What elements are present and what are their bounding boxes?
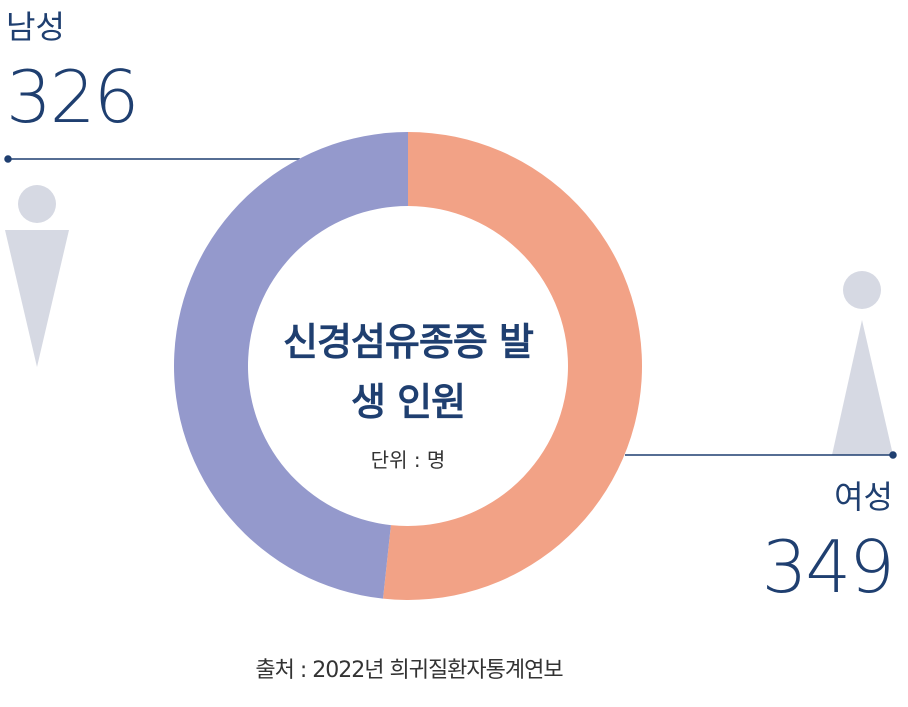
value-label: 326 bbox=[6, 55, 137, 139]
leader-lines bbox=[4, 155, 897, 459]
category-label: 여성 bbox=[834, 478, 893, 516]
female-icon bbox=[832, 271, 893, 455]
source: 출처 : 2022년 희귀질환자통계연보 bbox=[255, 658, 563, 683]
unit-note: 단위 : 명 bbox=[370, 448, 446, 472]
male-icon bbox=[5, 185, 69, 367]
donut-slice bbox=[382, 132, 642, 600]
value-label: 349 bbox=[762, 525, 893, 609]
category-label: 남성 bbox=[6, 8, 65, 46]
donut-slice bbox=[173, 132, 408, 599]
chart-title: 신경섬유종증 발생 인원 bbox=[283, 320, 534, 424]
